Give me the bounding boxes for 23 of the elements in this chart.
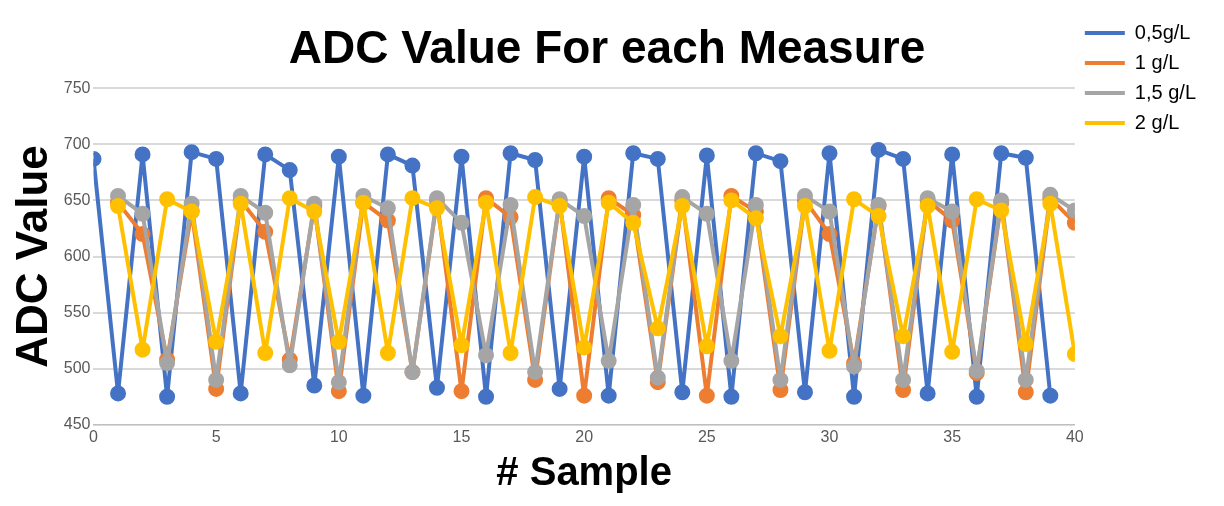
x-tick-label: 10 (329, 427, 348, 445)
x-tick-label: 5 (211, 427, 221, 445)
y-tick-label: 450 (63, 415, 91, 433)
y-tick-label: 600 (63, 246, 91, 264)
y-tick-label: 750 (63, 78, 91, 96)
legend-label: 2 g/L (1134, 110, 1180, 133)
x-tick-label: 15 (452, 427, 471, 445)
legend-label: 1,5 g/L (1134, 80, 1197, 103)
y-tick-label: 650 (63, 190, 91, 208)
x-tick-label: 0 (89, 427, 99, 445)
x-tick-label: 35 (943, 427, 962, 445)
y-tick-label: 700 (63, 134, 91, 152)
y-axis-title: ADC Value (6, 145, 56, 368)
x-tick-label: 20 (575, 427, 594, 445)
legend-label: 1 g/L (1134, 50, 1180, 73)
chart-title: ADC Value For each Measure (288, 21, 926, 74)
legend-label: 0,5g/L (1134, 20, 1191, 43)
y-tick-label: 550 (63, 303, 91, 321)
y-tick-label: 500 (63, 359, 91, 377)
x-tick-label: 30 (820, 427, 839, 445)
x-axis-title: # Sample (496, 449, 672, 494)
x-tick-label: 40 (1065, 427, 1084, 445)
x-tick-label: 25 (697, 427, 716, 445)
